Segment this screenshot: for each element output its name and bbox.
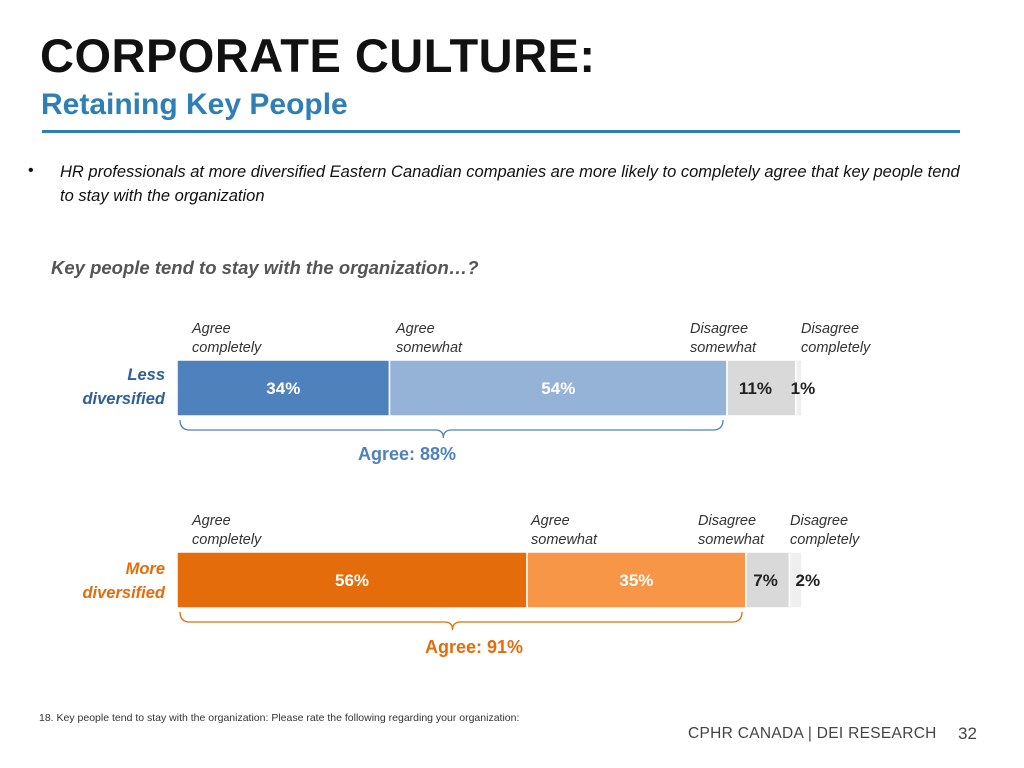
title-divider: [42, 130, 960, 133]
bullet-marker: •: [28, 162, 34, 179]
category-label-agree-somewhat: Agree somewhat: [531, 512, 597, 550]
bar-value-label: 11%: [739, 379, 772, 398]
group-label-line: diversified: [82, 584, 165, 602]
bar-value-label: 1%: [791, 379, 816, 398]
category-label-line: completely: [192, 532, 262, 548]
category-label-line: Disagree: [690, 321, 749, 337]
agree-total-more-diversified: Agree: 91%: [425, 637, 524, 657]
bar-segment: [788, 551, 803, 609]
category-label-disagree-somewhat: Disagree somewhat: [698, 512, 764, 550]
page-title: CORPORATE CULTURE:: [40, 29, 596, 82]
agree-brace: [179, 611, 743, 631]
bar-value-label: 35%: [619, 571, 653, 590]
group-label-less-diversified: Less diversified: [60, 363, 165, 411]
bar-value-label: 7%: [753, 571, 778, 590]
category-label-line: Disagree: [790, 513, 849, 529]
bar-segment: [795, 359, 803, 417]
agree-brace: [179, 419, 724, 439]
bar-value-label: 2%: [796, 571, 821, 590]
agree-total-less-diversified: Agree: 88%: [358, 444, 457, 464]
page-number: 32: [958, 724, 977, 743]
category-label-line: somewhat: [396, 340, 463, 356]
brand-footer: CPHR CANADA | DEI RESEARCH: [688, 725, 937, 742]
group-label-line: Less: [127, 366, 165, 384]
group-label-line: More: [125, 560, 165, 578]
bar-value-label: 34%: [266, 379, 300, 398]
category-label-line: Agree: [192, 513, 231, 529]
category-label-agree-completely: Agree completely: [192, 320, 261, 358]
category-label-line: Disagree: [801, 321, 860, 337]
bar-segment: [176, 551, 528, 609]
category-label-line: completely: [801, 340, 871, 356]
category-label-line: completely: [192, 340, 262, 356]
bar-value-label: 56%: [335, 571, 369, 590]
category-label-line: somewhat: [690, 340, 757, 356]
category-label-line: Agree: [192, 321, 231, 337]
group-label-line: diversified: [82, 390, 165, 408]
category-label-line: somewhat: [531, 532, 598, 548]
category-label-disagree-somewhat: Disagree somewhat: [690, 320, 756, 358]
bar-segment: [726, 359, 797, 417]
category-label-agree-somewhat: Agree somewhat: [396, 320, 462, 358]
chart-question: Key people tend to stay with the organiz…: [51, 257, 479, 278]
page-subtitle: Retaining Key People: [41, 88, 348, 121]
bar-segment: [526, 551, 747, 609]
group-label-more-diversified: More diversified: [60, 557, 165, 605]
category-label-line: completely: [790, 532, 860, 548]
category-label-disagree-completely: Disagree completely: [790, 512, 859, 550]
footnote: 18. Key people tend to stay with the org…: [39, 712, 520, 724]
bullet-text: HR professionals at more diversified Eas…: [60, 163, 960, 205]
category-label-line: Agree: [396, 321, 435, 337]
bar-value-label: 54%: [541, 379, 575, 398]
category-label-line: Disagree: [698, 513, 757, 529]
category-label-disagree-completely: Disagree completely: [801, 320, 870, 358]
bar-segment: [176, 359, 391, 417]
category-label-line: somewhat: [698, 532, 765, 548]
category-label-agree-completely: Agree completely: [192, 512, 261, 550]
category-label-line: Agree: [531, 513, 570, 529]
bar-segment: [745, 551, 791, 609]
